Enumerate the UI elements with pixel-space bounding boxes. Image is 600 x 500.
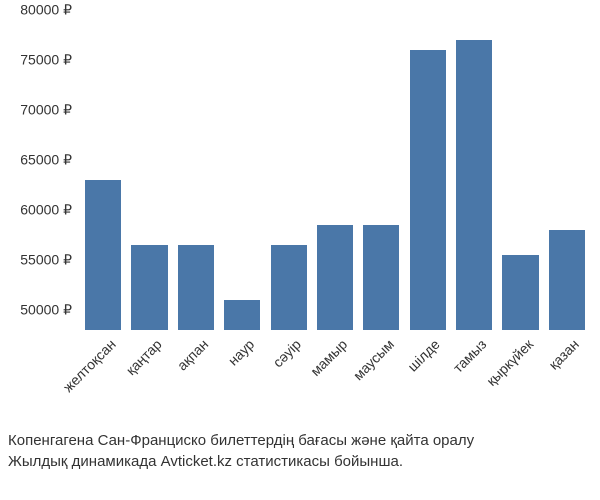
x-tick-label: қаңтар [123,336,165,378]
x-tick-label: наур [225,336,258,369]
x-tick-label: ақпан [174,336,211,373]
bar [271,245,307,330]
x-tick-label: сәуір [270,336,304,370]
x-tick-label: мамыр [307,336,350,379]
bar [131,245,167,330]
bar [549,230,585,330]
y-tick-label: 55000 ₽ [20,252,72,269]
x-tick-label: желтоқсан [59,336,118,395]
caption-line-2: Жылдық динамикада Avticket.kz статистика… [8,451,592,472]
bar [317,225,353,330]
price-chart: 50000 ₽ 55000 ₽ 60000 ₽ 65000 ₽ 70000 ₽ 75000… [0,10,600,400]
y-axis: 50000 ₽ 55000 ₽ 60000 ₽ 65000 ₽ 70000 ₽ 75000… [0,10,80,330]
x-tick-label: қазан [546,336,583,373]
bar [502,255,538,330]
chart-caption: Копенгагена Сан-Франциско билеттердің ба… [8,430,592,472]
y-tick-label: 75000 ₽ [20,52,72,69]
caption-line-1: Копенгагена Сан-Франциско билеттердің ба… [8,430,592,451]
y-tick-label: 60000 ₽ [20,202,72,219]
y-tick-label: 70000 ₽ [20,102,72,119]
bar [363,225,399,330]
bar [410,50,446,330]
x-tick-label: шілде [405,336,444,375]
x-tick-label: қыркүйек [483,336,536,389]
bar [224,300,260,330]
bar [85,180,121,330]
x-tick-label: маусым [349,336,396,383]
bar [178,245,214,330]
x-axis: желтоқсанқаңтарақпаннаурсәуірмамырмаусым… [80,332,590,402]
y-tick-label: 50000 ₽ [20,302,72,319]
plot-area [80,10,590,330]
x-tick-label: тамыз [450,336,490,376]
y-tick-label: 65000 ₽ [20,152,72,169]
y-tick-label: 80000 ₽ [20,2,72,19]
bar [456,40,492,330]
